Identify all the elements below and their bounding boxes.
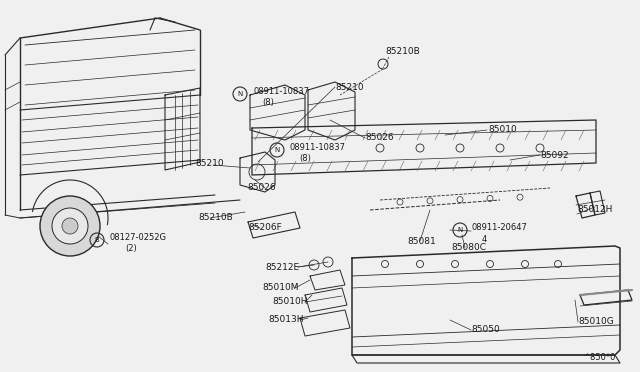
Text: 08127-0252G: 08127-0252G xyxy=(110,234,167,243)
Text: 08911-20647: 08911-20647 xyxy=(472,224,528,232)
Text: 85210B: 85210B xyxy=(385,48,420,57)
Text: ^850*0: ^850*0 xyxy=(583,353,616,362)
Text: (8): (8) xyxy=(262,99,274,108)
Text: 85210: 85210 xyxy=(335,83,364,92)
Text: 85026: 85026 xyxy=(365,134,394,142)
Text: (8): (8) xyxy=(299,154,311,164)
Text: 85012H: 85012H xyxy=(577,205,612,215)
Text: 85081: 85081 xyxy=(407,237,436,246)
Text: 08911-10837: 08911-10837 xyxy=(290,144,346,153)
Text: 85010: 85010 xyxy=(488,125,516,135)
Text: 85050: 85050 xyxy=(471,326,500,334)
Text: 4: 4 xyxy=(482,234,487,244)
Circle shape xyxy=(40,196,100,256)
Text: 85210B: 85210B xyxy=(198,214,233,222)
Text: 85092: 85092 xyxy=(540,151,568,160)
Text: 85010G: 85010G xyxy=(578,317,614,327)
Text: (2): (2) xyxy=(125,244,137,253)
Text: 08911-10837: 08911-10837 xyxy=(253,87,309,96)
Text: 85026: 85026 xyxy=(247,183,276,192)
Circle shape xyxy=(62,218,78,234)
Text: 85210: 85210 xyxy=(195,158,223,167)
Text: 85080C: 85080C xyxy=(451,244,486,253)
Text: N: N xyxy=(458,227,463,233)
Text: N: N xyxy=(275,147,280,153)
Text: 85212E: 85212E xyxy=(265,263,299,272)
Text: B: B xyxy=(95,237,99,243)
Circle shape xyxy=(52,208,88,244)
Text: 85010H: 85010H xyxy=(272,298,307,307)
Text: N: N xyxy=(237,91,243,97)
Text: 85206F: 85206F xyxy=(248,224,282,232)
Text: 85010M: 85010M xyxy=(262,283,298,292)
Text: 85013H: 85013H xyxy=(268,315,303,324)
